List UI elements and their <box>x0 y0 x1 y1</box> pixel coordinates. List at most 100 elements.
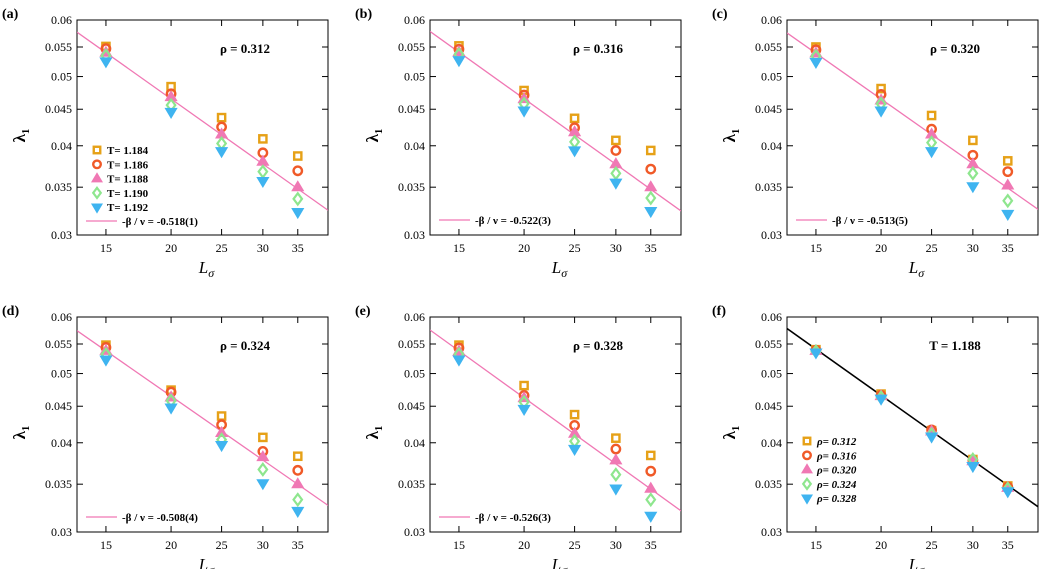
series-4 <box>453 346 657 508</box>
series-3 <box>452 45 658 192</box>
data-point <box>292 191 304 207</box>
legend-fit-label: -β / ν = -0.513(5) <box>832 215 908 227</box>
fit-line <box>77 31 328 211</box>
y-tick-label: 0.04 <box>51 139 72 153</box>
data-point <box>1001 209 1015 221</box>
data-point <box>292 151 303 161</box>
legend-marker <box>802 450 812 461</box>
y-axis-label-sub: 1 <box>20 426 32 432</box>
data-point <box>611 135 621 146</box>
data-point <box>216 112 227 123</box>
y-tick-label: 0.03 <box>761 228 782 242</box>
x-tick-label: 30 <box>257 241 269 255</box>
y-tick-label: 0.04 <box>51 436 72 450</box>
series-1 <box>101 41 303 161</box>
x-axis-label: Lσ <box>198 555 215 569</box>
x-tick-label: 25 <box>216 241 228 255</box>
x-tick-label: 30 <box>967 538 979 552</box>
series-2 <box>453 342 657 477</box>
y-tick-label: 0.05 <box>404 367 425 381</box>
x-axis-label-main: L <box>551 258 561 277</box>
y-tick-label: 0.045 <box>398 399 425 413</box>
x-tick-label: 25 <box>926 538 938 552</box>
x-tick-label: 25 <box>569 241 581 255</box>
data-point <box>215 441 229 453</box>
y-tick-label: 0.04 <box>761 436 782 450</box>
panel-annotation: ρ = 0.312 <box>220 41 270 56</box>
data-point <box>1002 166 1014 178</box>
data-point <box>644 481 658 493</box>
y-tick-label: 0.05 <box>761 367 782 381</box>
y-axis-label-sub: 1 <box>730 129 742 135</box>
y-tick-label: 0.045 <box>755 399 782 413</box>
panel-label: (c) <box>712 7 728 22</box>
legend-marker <box>92 159 102 170</box>
data-point <box>256 450 270 462</box>
data-point <box>644 511 658 523</box>
x-axis-label-sub: σ <box>208 563 215 569</box>
data-point <box>569 113 580 124</box>
y-axis-label-main: λ <box>720 133 739 142</box>
data-point <box>968 135 978 146</box>
legend-marker <box>92 145 102 155</box>
y-tick-label: 0.03 <box>761 525 782 539</box>
x-axis-label: Lσ <box>908 258 925 280</box>
y-tick-label: 0.05 <box>51 367 72 381</box>
y-tick-label: 0.055 <box>45 40 72 54</box>
data-point <box>645 163 657 175</box>
data-point <box>258 134 268 144</box>
data-point <box>164 403 178 415</box>
series-2 <box>100 341 304 476</box>
data-point <box>966 182 980 194</box>
x-tick-label: 30 <box>257 538 269 552</box>
series-1 <box>454 340 656 461</box>
x-axis-label-main: L <box>908 555 918 569</box>
y-tick-label: 0.03 <box>51 228 72 242</box>
x-tick-label: 15 <box>100 241 112 255</box>
x-axis-label: Lσ <box>551 258 568 280</box>
panel-c: 0.03 0.035 0.04 0.045 0.05 0.055 0.06 15 20 25 30 3… <box>712 7 1039 280</box>
y-tick-label: 0.035 <box>45 180 72 194</box>
data-point <box>609 453 623 465</box>
data-point <box>966 462 980 474</box>
data-point <box>645 492 657 508</box>
legend-label: ρ= 0.312 <box>816 436 857 448</box>
data-point <box>517 106 531 118</box>
data-point <box>292 451 303 462</box>
y-tick-label: 0.04 <box>404 436 425 450</box>
data-point <box>874 394 888 406</box>
data-point <box>610 145 622 156</box>
data-point <box>1001 178 1015 190</box>
data-point <box>645 190 657 206</box>
y-tick-label: 0.05 <box>404 70 425 84</box>
plot-frame <box>786 19 1039 236</box>
data-point <box>215 425 229 437</box>
x-axis-label-sub: σ <box>918 563 925 569</box>
plot-frame <box>76 316 329 533</box>
y-axis-label: λ1 <box>363 129 385 143</box>
series-5 <box>99 355 305 518</box>
legend-label: T= 1.184 <box>107 145 149 157</box>
x-tick-label: 35 <box>292 538 304 552</box>
x-tick-label: 35 <box>1002 538 1014 552</box>
data-point <box>452 56 466 68</box>
data-point <box>291 207 305 220</box>
panel-annotation: T = 1.188 <box>929 338 981 353</box>
data-point <box>610 443 622 455</box>
x-axis-label-sub: σ <box>561 563 568 569</box>
y-tick-label: 0.045 <box>398 102 425 116</box>
panel-label: (e) <box>355 304 371 319</box>
y-tick-label: 0.055 <box>755 40 782 54</box>
data-point <box>291 180 305 192</box>
y-tick-label: 0.035 <box>755 477 782 491</box>
data-point <box>99 355 113 367</box>
data-point <box>164 107 178 119</box>
legend-label: T= 1.188 <box>107 174 149 186</box>
x-tick-label: 15 <box>810 241 822 255</box>
panel-a: 0.03 0.035 0.04 0.045 0.05 0.055 0.06 15 20 25 30 3… <box>2 7 329 280</box>
x-tick-label: 20 <box>875 538 887 552</box>
data-point <box>258 432 268 443</box>
panel-label: (f) <box>712 304 726 319</box>
x-tick-label: 35 <box>1002 241 1014 255</box>
x-axis-label-main: L <box>908 258 918 277</box>
